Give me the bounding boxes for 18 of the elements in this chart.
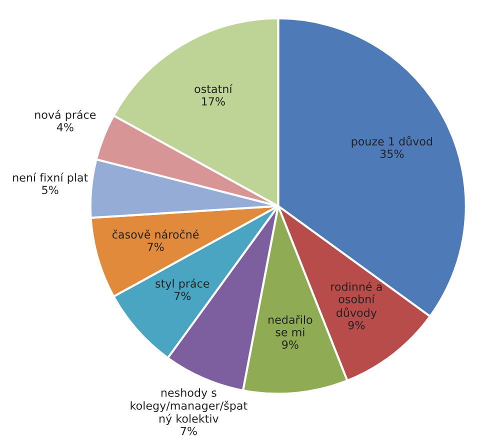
slice-label: nová práce (35, 110, 96, 122)
slice-label: časově náročné (112, 230, 199, 239)
slice-label: ostatní (194, 84, 233, 94)
data-label: 9% (282, 340, 298, 349)
slice-label: nedařilo se mi (268, 314, 312, 336)
data-label: 7% (180, 426, 197, 436)
data-label: 9% (348, 321, 365, 330)
data-label: 5% (42, 186, 58, 194)
data-label: 35% (380, 150, 404, 158)
slice-label: neshody s kolegy/manager/špat ný kolektiv (130, 388, 248, 425)
slice-label: styl práce (156, 278, 210, 290)
data-label: 7% (174, 292, 191, 300)
data-label: 17% (202, 97, 225, 106)
slice-label: není fixní plat (13, 172, 88, 184)
data-label: 4% (56, 122, 74, 132)
slice-label: pouze 1 důvod (352, 136, 432, 148)
data-label: 7% (148, 242, 164, 252)
slice-label: rodinné a osobní důvody (331, 282, 382, 320)
